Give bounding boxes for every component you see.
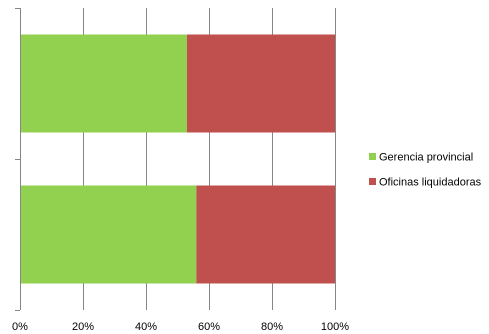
legend-swatch-gerencia	[369, 153, 376, 160]
bar-segment-gerencia-2	[20, 185, 197, 284]
x-tick-label: 80%	[261, 321, 283, 333]
x-tick-label: 100%	[321, 321, 349, 333]
legend: Gerencia provincial Oficinas liquidadoras	[369, 152, 482, 189]
bar-segment-oficinas-2	[196, 185, 335, 284]
x-tick-label: 60%	[198, 321, 220, 333]
axis	[15, 8, 21, 311]
x-tick-label: 20%	[72, 321, 94, 333]
bar-segment-gerencia-1	[20, 34, 187, 133]
x-tick-label: 0%	[12, 321, 28, 333]
legend-label-oficinas: Oficinas liquidadoras	[379, 177, 482, 189]
x-tick-label: 40%	[135, 321, 157, 333]
x-tick-labels: 0% 20% 40% 60% 80% 100%	[12, 321, 349, 333]
legend-swatch-oficinas	[369, 178, 376, 185]
legend-label-gerencia: Gerencia provincial	[379, 152, 473, 164]
bar-segment-oficinas-1	[186, 34, 335, 133]
bars	[20, 34, 335, 284]
